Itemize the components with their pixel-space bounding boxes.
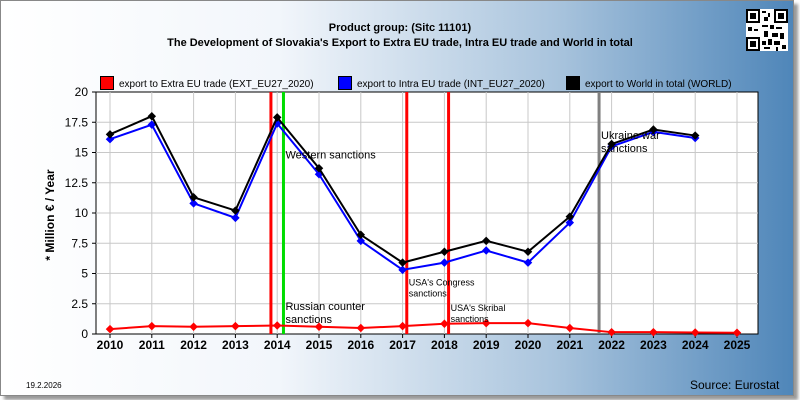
data-point <box>314 163 324 173</box>
x-tick-label: 2024 <box>682 338 709 352</box>
data-point <box>189 193 198 202</box>
legend-swatch <box>338 76 352 90</box>
data-point <box>105 134 115 144</box>
data-point <box>147 120 157 129</box>
x-tick-label: 2010 <box>97 338 124 352</box>
data-point <box>189 322 198 331</box>
x-tick-label: 2025 <box>724 338 751 352</box>
data-point <box>356 230 366 240</box>
x-tick-label: 2018 <box>431 338 458 352</box>
data-point <box>440 247 449 256</box>
y-tick-label: 15 <box>75 146 89 160</box>
data-point <box>231 213 240 223</box>
sanction-annotation-label: Russian counter sanctions <box>285 301 365 326</box>
legend-swatch <box>566 76 580 90</box>
y-tick-label: 20 <box>75 85 89 99</box>
y-tick-label: 17.5 <box>65 115 89 129</box>
sanction-annotation-label: Ukraine war sanctions <box>601 130 660 155</box>
data-point <box>189 199 198 208</box>
data-point <box>440 258 449 267</box>
data-point <box>272 321 282 330</box>
footer-date: 19.2.2026 <box>26 381 62 390</box>
chart-title: Product group: (Sitc 11101) <box>328 22 472 34</box>
data-point <box>356 236 366 246</box>
y-tick-label: 12.5 <box>65 176 89 190</box>
data-point <box>231 206 240 215</box>
data-point <box>440 319 449 328</box>
sanction-annotation-label: USA's Skribal sanctions <box>451 303 506 324</box>
data-point <box>565 323 575 333</box>
data-point <box>314 322 324 331</box>
y-tick-label: 10 <box>75 206 89 220</box>
x-tick-label: 2022 <box>598 338 625 352</box>
y-tick-label: 2.5 <box>71 297 88 311</box>
qr-code-icon <box>746 9 788 51</box>
footer-source: Source: Eurostat <box>690 378 780 392</box>
legend-label: export to World in total (WORLD) <box>585 79 732 90</box>
x-tick-label: 2015 <box>306 338 333 352</box>
x-tick-label: 2019 <box>473 338 500 352</box>
x-tick-label: 2017 <box>389 338 416 352</box>
x-tick-label: 2020 <box>515 338 542 352</box>
legend-label: export to Extra EU trade (EXT_EU27_2020) <box>119 79 314 90</box>
data-point <box>272 113 282 122</box>
x-tick-label: 2016 <box>347 338 374 352</box>
data-point <box>481 236 491 246</box>
series-line <box>109 322 738 334</box>
data-point <box>356 323 366 333</box>
data-point <box>523 318 533 328</box>
legend-label: export to Intra EU trade (INT_EU27_2020) <box>357 79 545 90</box>
legend-swatch <box>100 76 114 90</box>
data-point <box>147 111 157 121</box>
data-point <box>147 321 157 331</box>
data-point <box>105 130 115 139</box>
sanction-annotation-label: Western sanctions <box>285 150 376 162</box>
data-point <box>398 265 407 275</box>
data-point <box>481 318 491 328</box>
data-point <box>649 327 658 337</box>
x-tick-label: 2011 <box>139 338 165 352</box>
data-point <box>105 324 115 334</box>
data-point <box>607 327 616 337</box>
x-tick-label: 2014 <box>264 338 291 352</box>
data-point <box>231 321 240 331</box>
sanction-annotation-label: USA's Congress sanctions <box>409 278 475 299</box>
chart-subtitle: The Development of Slovakia's Export to … <box>167 37 633 49</box>
x-tick-label: 2012 <box>180 338 207 352</box>
x-tick-label: 2023 <box>640 338 667 352</box>
data-point <box>732 328 742 338</box>
y-tick-label: 7.5 <box>71 236 88 250</box>
data-point <box>690 328 700 337</box>
data-point <box>523 258 533 267</box>
data-point <box>398 321 407 331</box>
y-tick-label: 5 <box>81 267 88 281</box>
x-tick-label: 2021 <box>556 338 583 352</box>
x-tick-label: 2013 <box>222 338 249 352</box>
data-point <box>398 258 407 267</box>
data-point <box>481 246 491 255</box>
y-tick-label: 0 <box>81 327 88 341</box>
